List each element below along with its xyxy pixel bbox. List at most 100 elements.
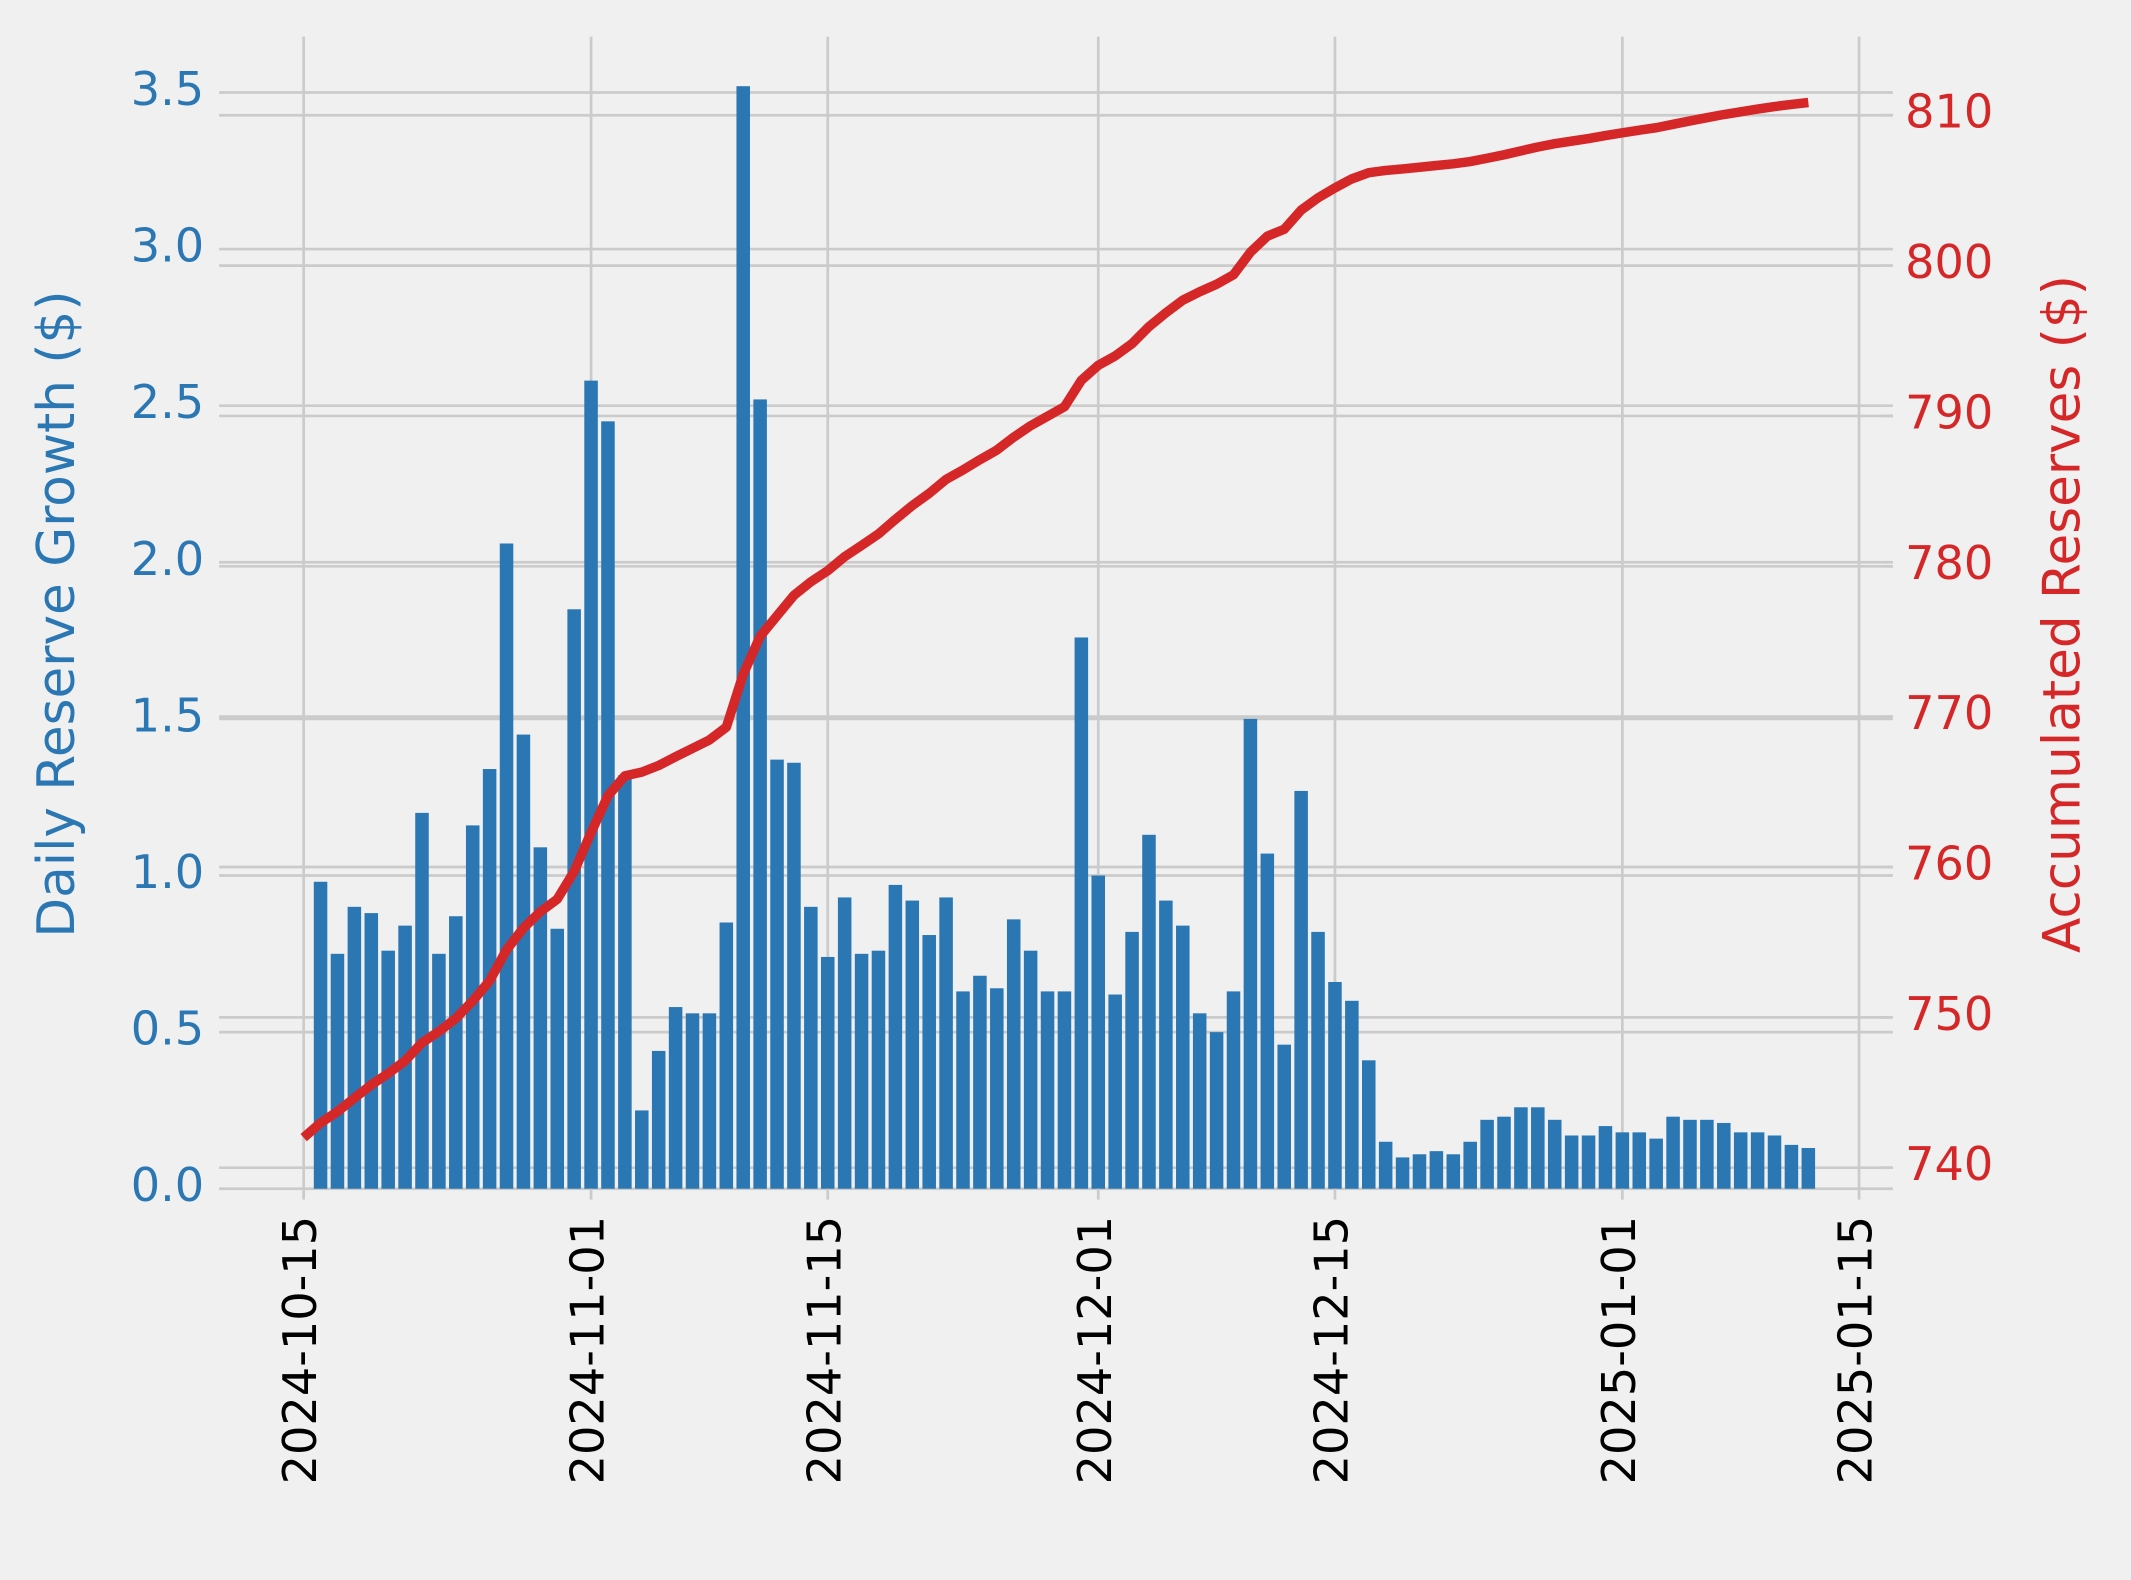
bar <box>516 734 531 1189</box>
bar <box>1412 1154 1427 1189</box>
bar <box>1345 1000 1359 1189</box>
labels: 0.0 0.5 1.0 1.5 2.0 2.5 3.0 3.5 740 750 760 770 780 7… <box>131 62 1994 1484</box>
y2-tick-label: 750 <box>1905 987 1993 1041</box>
bar <box>550 928 565 1189</box>
bar <box>1463 1141 1477 1189</box>
y-tick-label: 2.0 <box>131 532 204 586</box>
bar <box>1209 1032 1224 1189</box>
bar <box>1700 1119 1714 1189</box>
bar <box>1497 1116 1511 1189</box>
bar <box>432 953 446 1189</box>
bar <box>1378 1141 1393 1189</box>
bar <box>804 906 818 1189</box>
bar <box>1615 1132 1630 1189</box>
y-tick-label: 1.5 <box>131 688 204 742</box>
bar <box>888 884 903 1189</box>
y2-tick-label: 800 <box>1905 235 1993 289</box>
bar <box>1564 1135 1579 1189</box>
bar <box>1057 991 1072 1189</box>
y2-tick-label: 760 <box>1905 836 1993 890</box>
bar <box>1733 1132 1748 1189</box>
bar <box>330 953 345 1189</box>
bar <box>1632 1132 1647 1189</box>
bar <box>787 762 801 1189</box>
bar <box>1023 950 1038 1189</box>
y2-tick-label: 740 <box>1905 1137 1993 1191</box>
bar <box>736 86 750 1189</box>
y-axis-label: Daily Reserve Growth ($) <box>27 290 87 937</box>
bar <box>1159 900 1173 1189</box>
bar <box>347 906 362 1189</box>
bar <box>1226 991 1241 1189</box>
bar <box>635 1110 649 1189</box>
bar <box>668 1007 683 1189</box>
bar <box>1192 1013 1207 1189</box>
bar <box>1581 1135 1596 1189</box>
bar <box>1142 834 1156 1189</box>
bar <box>1547 1119 1562 1189</box>
bar <box>702 1013 717 1189</box>
bar <box>1598 1126 1613 1189</box>
x-tick-label: 2024-10-15 <box>273 1216 327 1484</box>
x-tick-label: 2024-12-15 <box>1304 1216 1358 1484</box>
x-tick-label: 2024-11-01 <box>561 1216 615 1484</box>
x-tick-label: 2024-11-15 <box>797 1216 851 1484</box>
bar <box>871 950 886 1189</box>
bar <box>990 988 1004 1189</box>
bar <box>854 953 869 1189</box>
y-tick-label: 3.0 <box>131 219 204 273</box>
y-tick-label: 3.5 <box>131 62 204 116</box>
bar <box>1328 982 1342 1189</box>
bar <box>719 922 734 1189</box>
bar <box>313 881 328 1189</box>
bar <box>905 900 920 1189</box>
y2-tick-label: 770 <box>1905 686 1993 740</box>
bar <box>533 847 548 1189</box>
bar <box>449 916 463 1189</box>
bar <box>364 913 379 1189</box>
bar <box>1666 1116 1680 1189</box>
bar <box>1480 1119 1494 1189</box>
bar <box>956 991 970 1189</box>
bar <box>1006 919 1021 1189</box>
bar <box>1717 1122 1731 1189</box>
y-tick-label: 1.0 <box>131 845 204 899</box>
bar <box>1074 637 1089 1189</box>
bar <box>1514 1107 1528 1189</box>
bar <box>770 759 784 1189</box>
bar <box>1361 1060 1376 1189</box>
bar <box>1429 1151 1444 1189</box>
x-tick-label: 2024-12-01 <box>1068 1216 1122 1484</box>
y-tick-label: 0.0 <box>131 1158 204 1212</box>
bar <box>618 775 632 1189</box>
bar <box>1091 875 1106 1189</box>
y2-tick-label: 780 <box>1905 536 1993 590</box>
bar <box>753 399 767 1189</box>
y-tick-label: 0.5 <box>131 1002 204 1056</box>
x-tick-label: 2025-01-01 <box>1592 1216 1646 1484</box>
x-tick-label: 2025-01-15 <box>1829 1216 1883 1484</box>
bar <box>1750 1132 1765 1189</box>
bar <box>922 935 936 1189</box>
bar <box>1395 1157 1410 1189</box>
y2-tick-label: 810 <box>1905 85 1993 139</box>
bar <box>499 543 514 1189</box>
bar <box>1531 1107 1545 1189</box>
bar <box>820 956 835 1189</box>
bar <box>584 380 598 1189</box>
bar <box>939 897 953 1189</box>
bar <box>1125 931 1139 1189</box>
bar <box>1683 1119 1697 1189</box>
bar <box>1040 991 1055 1189</box>
bar <box>1801 1148 1816 1189</box>
bar <box>1108 994 1122 1189</box>
bar <box>1294 790 1308 1189</box>
bar <box>1277 1044 1291 1189</box>
bar <box>837 897 852 1189</box>
bar <box>1784 1144 1799 1189</box>
bar <box>973 975 987 1189</box>
bar <box>1446 1154 1461 1189</box>
bar <box>685 1013 700 1189</box>
